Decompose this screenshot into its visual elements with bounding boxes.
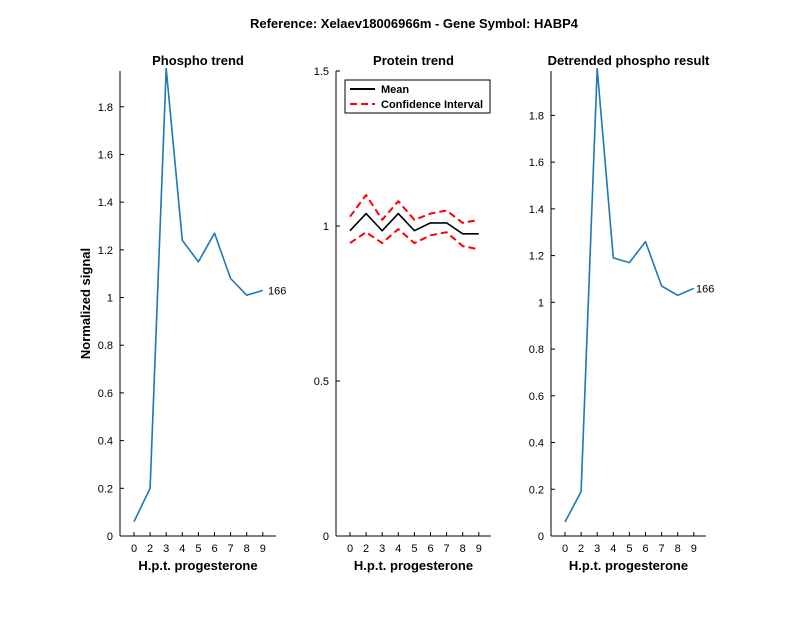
x-tick-label: 4 <box>395 543 401 555</box>
x-tick-label: 5 <box>195 543 201 555</box>
panel-title: Detrended phospho result <box>548 53 710 68</box>
y-tick-label: 1.4 <box>98 197 113 209</box>
y-tick-label: 1.6 <box>529 157 544 169</box>
y-tick-label: 1 <box>538 297 544 309</box>
x-tick-label: 9 <box>691 543 697 555</box>
x-tick-label: 7 <box>228 543 234 555</box>
panel-title: Protein trend <box>373 53 454 68</box>
x-tick-label: 9 <box>476 543 482 555</box>
x-tick-label: 0 <box>347 543 353 555</box>
x-tick-label: 0 <box>131 543 137 555</box>
y-tick-label: 1.8 <box>529 110 544 122</box>
y-tick-label: 0.8 <box>529 344 544 356</box>
series-line-1 <box>564 67 695 523</box>
y-tick-label: 1.6 <box>98 149 113 161</box>
data-label-annotation: 166 <box>268 285 286 297</box>
y-tick-label: 0.2 <box>98 483 113 495</box>
y-tick-label: 1.8 <box>98 102 113 114</box>
y-tick-label: 1.5 <box>314 66 329 78</box>
x-axis-label: H.p.t. progesterone <box>569 558 688 573</box>
legend-box <box>344 79 491 114</box>
x-tick-label: 4 <box>610 543 616 555</box>
x-tick-label: 7 <box>659 543 665 555</box>
x-tick-label: 6 <box>427 543 433 555</box>
y-tick-label: 0.4 <box>98 436 113 448</box>
x-axis-label: H.p.t. progesterone <box>354 558 473 573</box>
y-axis-label: Normalized signal <box>78 248 93 359</box>
y-tick-label: 0.6 <box>529 391 544 403</box>
y-tick-label: 0.5 <box>314 376 329 388</box>
x-tick-label: 9 <box>260 543 266 555</box>
x-tick-label: 2 <box>147 543 153 555</box>
x-tick-label: 2 <box>578 543 584 555</box>
y-tick-label: 0.2 <box>529 484 544 496</box>
series-line-1 <box>349 212 479 235</box>
panel-1: 00.20.40.60.811.21.41.61.80 2 3 4 5 6 7 8 9Phosp… <box>78 53 286 573</box>
x-tick-label: 3 <box>379 543 385 555</box>
x-axis-label: H.p.t. progesterone <box>138 558 257 573</box>
x-tick-label: 8 <box>675 543 681 555</box>
x-tick-label: 7 <box>444 543 450 555</box>
x-tick-label: 0 <box>562 543 568 555</box>
x-tick-label: 4 <box>179 543 185 555</box>
series-line-3 <box>349 228 479 251</box>
x-tick-label: 2 <box>363 543 369 555</box>
y-tick-label: 1.2 <box>98 245 113 257</box>
y-tick-label: 0 <box>538 531 544 543</box>
y-tick-label: 0 <box>323 531 329 543</box>
legend-entry: Confidence Interval <box>381 99 483 111</box>
y-tick-label: 0.8 <box>98 340 113 352</box>
y-tick-label: 1.2 <box>529 251 544 263</box>
y-tick-label: 0.6 <box>98 388 113 400</box>
y-tick-label: 0.4 <box>529 438 544 450</box>
figure-title: Reference: Xelaev18006966m - Gene Symbol… <box>250 16 579 31</box>
y-tick-label: 1 <box>323 221 329 233</box>
y-tick-label: 1.4 <box>529 204 544 216</box>
legend-entry: Mean <box>381 84 409 96</box>
panel-3: 00.20.40.60.811.21.41.61.80 2 3 4 5 6 7 8 9Detre… <box>529 53 715 573</box>
x-tick-label: 5 <box>411 543 417 555</box>
legend: Mean Confidence Interval <box>344 79 491 114</box>
panel-title: Phospho trend <box>152 53 244 68</box>
series-line-1 <box>133 67 264 523</box>
y-tick-label: 1 <box>107 293 113 305</box>
data-label-annotation: 166 <box>696 283 714 295</box>
series-line-2 <box>349 194 479 224</box>
x-tick-label: 8 <box>244 543 250 555</box>
x-tick-label: 3 <box>163 543 169 555</box>
x-tick-label: 8 <box>460 543 466 555</box>
x-tick-label: 6 <box>642 543 648 555</box>
x-tick-label: 3 <box>594 543 600 555</box>
x-tick-label: 6 <box>211 543 217 555</box>
x-tick-label: 5 <box>626 543 632 555</box>
y-tick-label: 0 <box>107 531 113 543</box>
